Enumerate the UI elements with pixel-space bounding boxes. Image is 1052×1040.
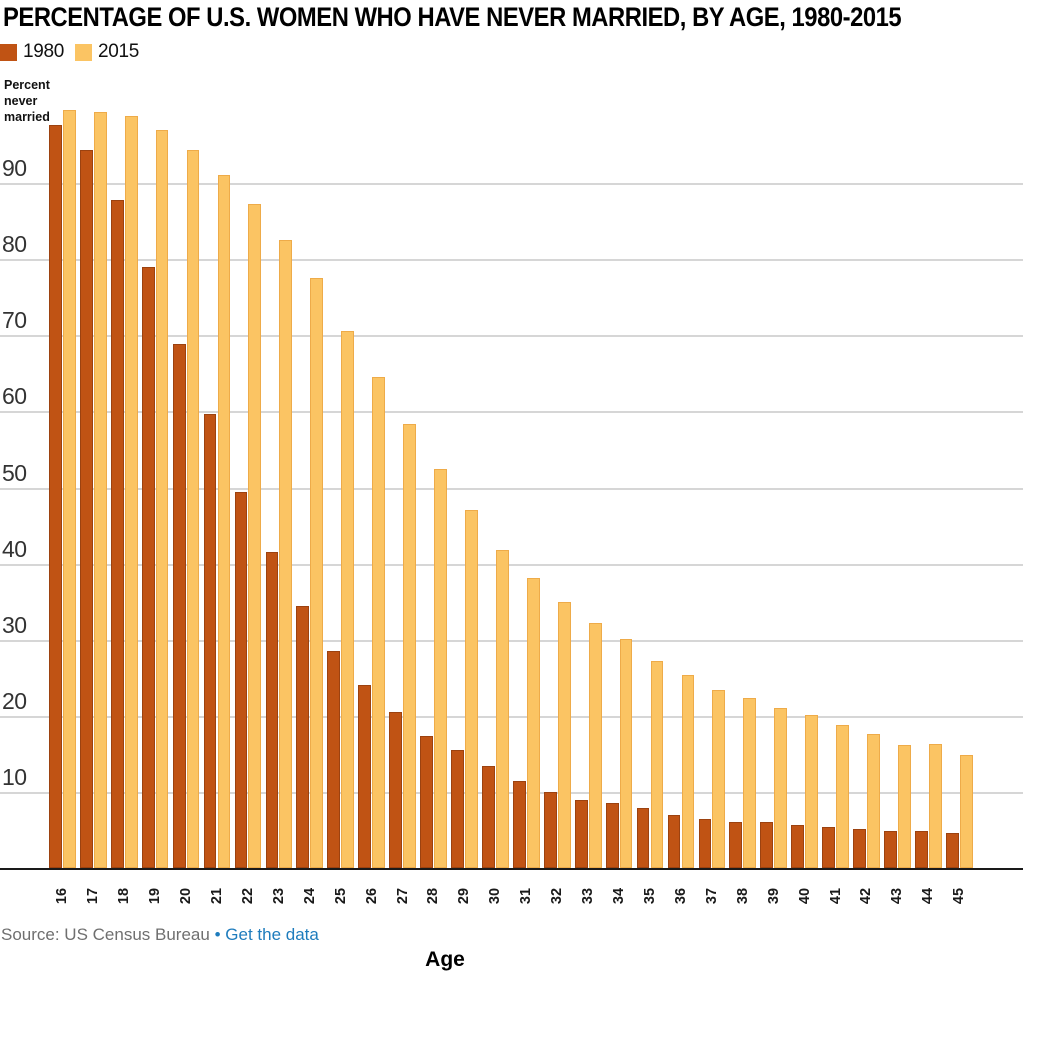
bar-2015-age-25[interactable]	[341, 331, 355, 868]
bar-1980-age-45[interactable]	[945, 832, 959, 868]
bar-2015-age-36[interactable]	[681, 675, 695, 868]
bar-2015-age-35[interactable]	[650, 661, 664, 868]
chart-title: PERCENTAGE OF U.S. WOMEN WHO HAVE NEVER …	[3, 2, 902, 32]
x-axis-title: Age	[425, 948, 465, 971]
bar-2015-age-43[interactable]	[898, 744, 911, 868]
bar-1980-age-20[interactable]	[172, 344, 186, 868]
bar-1980-age-35[interactable]	[636, 807, 650, 868]
bar-2015-age-34[interactable]	[619, 638, 633, 868]
bar-2015-age-29[interactable]	[464, 509, 478, 868]
bar-2015-age-40[interactable]	[805, 715, 819, 868]
bar-1980-age-41[interactable]	[822, 826, 836, 868]
bar-2015-age-21[interactable]	[217, 175, 231, 868]
legend-swatch-1980	[0, 43, 17, 61]
bar-1980-age-33[interactable]	[574, 799, 588, 868]
bar-1980-age-17[interactable]	[79, 150, 93, 868]
gridline-30	[0, 639, 1023, 642]
legend-item-2015: 2015	[75, 41, 139, 63]
source-text: Source: US Census Bureau • Get the data	[1, 925, 319, 945]
gridline-80	[0, 259, 1023, 262]
bar-2015-age-42[interactable]	[867, 734, 880, 868]
bar-1980-age-25[interactable]	[327, 651, 341, 868]
y-tick-label-10: 10	[2, 763, 27, 790]
bar-2015-age-38[interactable]	[743, 698, 757, 868]
bar-1980-age-40[interactable]	[791, 824, 805, 868]
bar-2015-age-33[interactable]	[588, 622, 602, 868]
bar-1980-age-21[interactable]	[203, 414, 217, 868]
legend-label-2015: 2015	[98, 41, 140, 62]
y-tick-label-70: 70	[2, 307, 27, 334]
y-tick-label-20: 20	[2, 687, 27, 714]
gridline-10	[0, 791, 1023, 794]
y-tick-label-50: 50	[2, 459, 27, 486]
y-tick-label-90: 90	[2, 155, 27, 182]
x-axis-line	[0, 868, 1023, 870]
bar-2015-age-27[interactable]	[403, 423, 416, 868]
bar-1980-age-29[interactable]	[451, 750, 464, 868]
source-prefix: Source: US Census Bureau	[1, 925, 210, 944]
bar-2015-age-23[interactable]	[279, 240, 293, 868]
bar-1980-age-44[interactable]	[915, 831, 928, 868]
bar-2015-age-45[interactable]	[959, 754, 973, 868]
bar-1980-age-26[interactable]	[358, 685, 372, 868]
bar-2015-age-20[interactable]	[186, 150, 200, 868]
bar-1980-age-28[interactable]	[420, 736, 433, 868]
y-tick-label-30: 30	[2, 611, 27, 638]
source-bullet: •	[214, 925, 226, 944]
gridline-60	[0, 411, 1023, 414]
bar-1980-age-34[interactable]	[605, 803, 619, 868]
gridline-90	[0, 183, 1023, 186]
bar-1980-age-23[interactable]	[265, 552, 279, 868]
get-the-data-link[interactable]: Get the data	[225, 925, 319, 944]
bar-1980-age-39[interactable]	[760, 822, 774, 868]
bar-2015-age-32[interactable]	[557, 602, 571, 868]
bar-1980-age-24[interactable]	[296, 606, 310, 868]
bar-1980-age-16[interactable]	[49, 125, 62, 868]
y-axis-title: Percent never married	[4, 78, 50, 124]
bar-2015-age-19[interactable]	[155, 129, 169, 868]
bar-1980-age-42[interactable]	[853, 829, 866, 868]
bar-1980-age-36[interactable]	[667, 814, 681, 868]
gridline-50	[0, 487, 1023, 490]
y-tick-label-60: 60	[2, 383, 27, 410]
bar-1980-age-32[interactable]	[543, 791, 557, 868]
y-tick-label-40: 40	[2, 535, 27, 562]
legend-label-1980: 1980	[23, 41, 65, 62]
gridline-40	[0, 563, 1023, 566]
gridline-70	[0, 335, 1023, 338]
bar-2015-age-39[interactable]	[774, 708, 788, 868]
bar-2015-age-18[interactable]	[124, 116, 138, 868]
bar-2015-age-26[interactable]	[372, 377, 385, 868]
bar-2015-age-44[interactable]	[928, 743, 942, 868]
bar-2015-age-41[interactable]	[836, 724, 849, 868]
bar-2015-age-16[interactable]	[62, 110, 76, 868]
bar-1980-age-37[interactable]	[698, 819, 712, 868]
bar-1980-age-19[interactable]	[141, 266, 155, 868]
bar-2015-age-28[interactable]	[434, 469, 447, 868]
legend-item-1980: 1980	[0, 41, 64, 63]
bar-1980-age-27[interactable]	[389, 711, 403, 868]
bar-1980-age-30[interactable]	[482, 766, 495, 868]
bar-2015-age-17[interactable]	[93, 112, 107, 868]
bar-1980-age-38[interactable]	[729, 821, 743, 868]
bar-2015-age-24[interactable]	[310, 278, 324, 868]
bar-2015-age-37[interactable]	[712, 689, 726, 868]
bar-2015-age-30[interactable]	[495, 549, 509, 868]
bar-2015-age-22[interactable]	[248, 204, 262, 868]
y-tick-label-80: 80	[2, 231, 27, 258]
bar-2015-age-31[interactable]	[526, 578, 540, 868]
bar-1980-age-31[interactable]	[512, 781, 526, 868]
gridline-20	[0, 715, 1023, 718]
legend-swatch-2015	[75, 43, 92, 61]
bar-1980-age-18[interactable]	[110, 199, 124, 868]
bar-1980-age-22[interactable]	[234, 492, 248, 868]
x-tick-label-45: 45	[951, 887, 968, 905]
bar-1980-age-43[interactable]	[884, 830, 897, 868]
